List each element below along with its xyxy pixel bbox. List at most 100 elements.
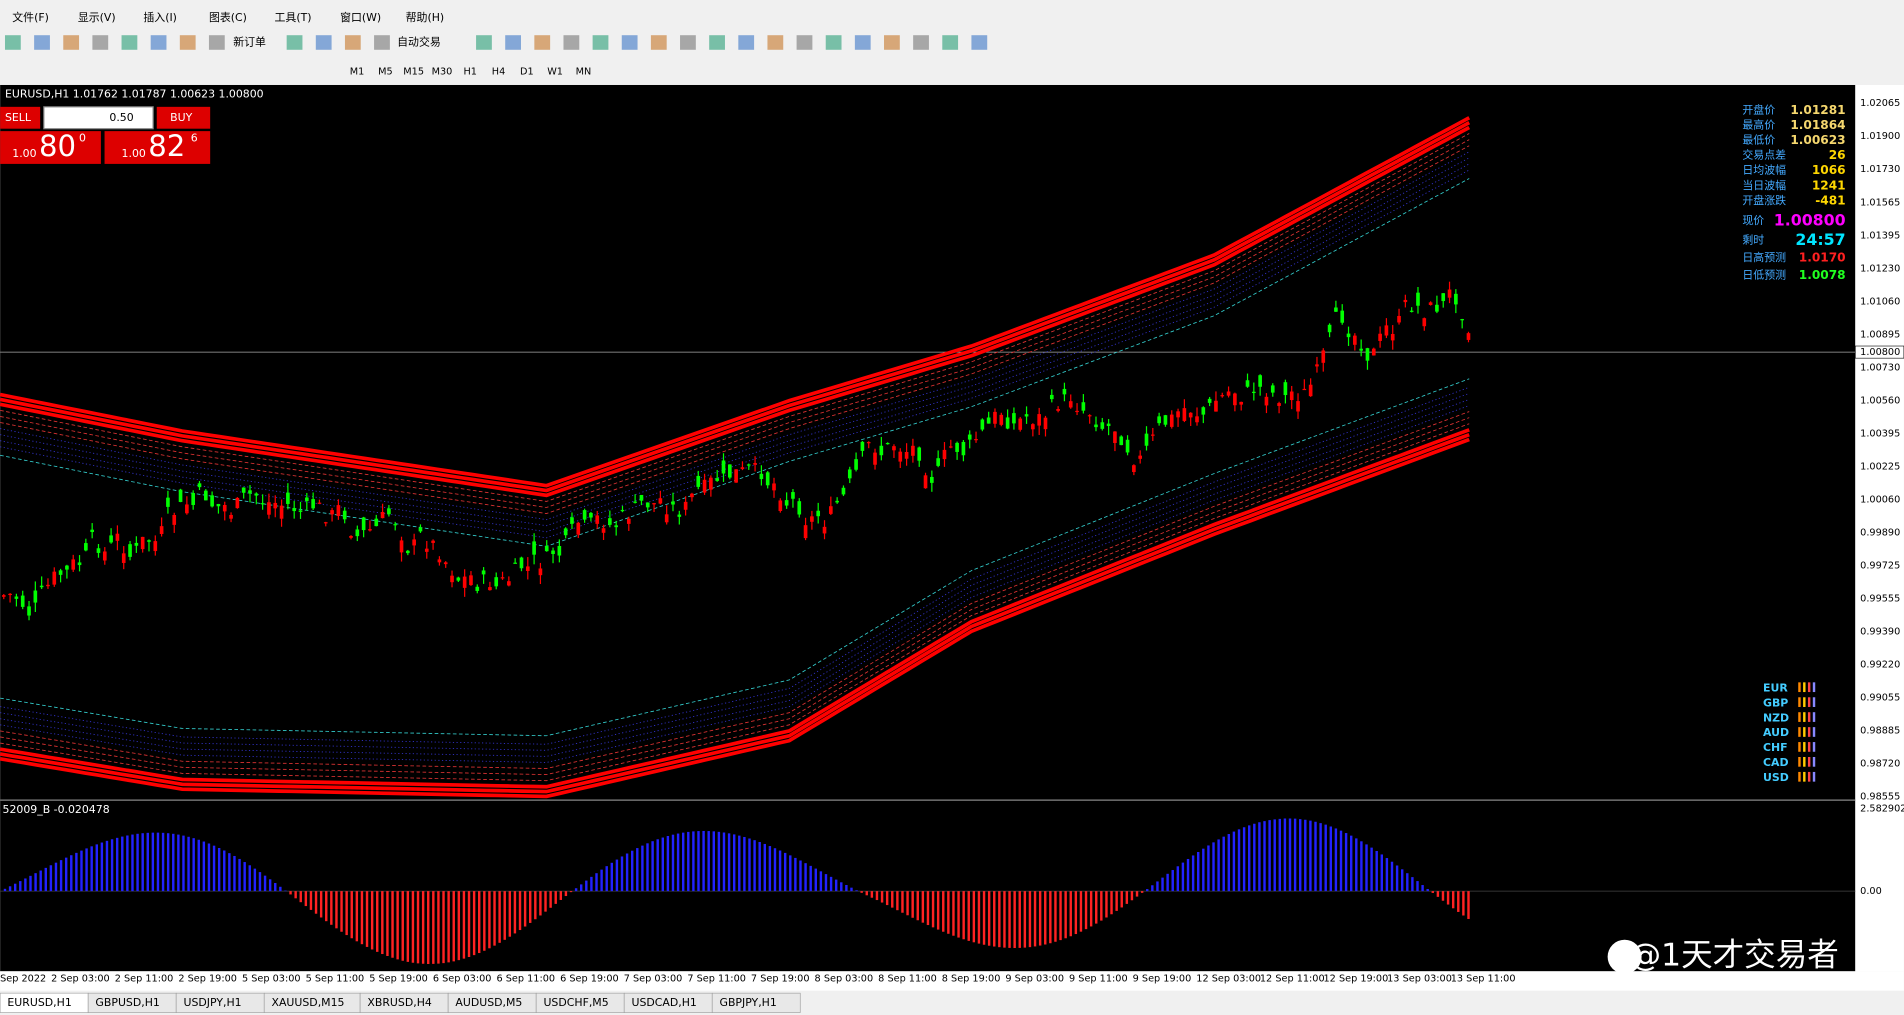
candle-body	[475, 586, 480, 591]
candle-body	[109, 535, 113, 543]
band-line	[0, 428, 1470, 789]
toolbar-icon[interactable]	[534, 35, 551, 50]
candle-body	[822, 526, 827, 534]
toolbar-icon[interactable]	[92, 35, 109, 50]
candle-body	[1062, 388, 1067, 395]
timeframe-button[interactable]: D1	[520, 67, 534, 78]
candle-body	[1144, 433, 1149, 446]
price-label: 0.99055	[1860, 693, 1900, 704]
candle-body	[1277, 403, 1281, 406]
strength-bar	[1807, 727, 1811, 737]
candle-body	[1176, 411, 1180, 418]
candle-body	[1296, 401, 1300, 412]
toolbar-icon[interactable]	[592, 35, 609, 50]
band-line	[0, 411, 1470, 769]
time-label: 8 Sep 19:00	[942, 974, 1001, 985]
toolbar-icon[interactable]	[563, 35, 580, 50]
strength-bar	[1807, 757, 1811, 767]
buy-button[interactable]	[156, 106, 211, 129]
candle-body	[923, 475, 928, 489]
indicator-label: 52009_B -0.020478	[3, 803, 110, 816]
price-label: 0.98555	[1860, 792, 1900, 803]
info-label: 开盘涨跌	[1742, 193, 1786, 207]
toolbar-icon[interactable]	[621, 35, 638, 50]
toolbar-icon[interactable]	[208, 35, 225, 50]
time-label: 6 Sep 19:00	[560, 974, 619, 985]
tab-label: AUDUSD,M5	[455, 996, 522, 1009]
candle-body	[1460, 319, 1464, 321]
time-label: 7 Sep 11:00	[687, 974, 746, 985]
lots-box[interactable]	[43, 106, 154, 130]
band-line	[0, 121, 1471, 493]
menu-item[interactable]: 显示(V)	[78, 11, 116, 24]
menu-item[interactable]: 图表(C)	[209, 10, 247, 24]
toolbar-icon[interactable]	[650, 35, 667, 50]
toolbar-icon[interactable]	[767, 35, 784, 50]
sell-button[interactable]	[0, 106, 41, 129]
candle-body	[1334, 307, 1338, 312]
timeframe-button[interactable]: W1	[547, 67, 563, 78]
menu-item[interactable]: 窗口(W)	[340, 10, 381, 24]
toolbar-icon[interactable]	[505, 35, 521, 50]
toolbar-icon[interactable]	[63, 35, 80, 50]
candle-body	[210, 495, 214, 507]
toolbar-icon[interactable]	[374, 35, 390, 50]
candle-body	[241, 487, 246, 493]
toolbar-icon[interactable]	[179, 35, 196, 50]
toolbar-icon[interactable]	[34, 35, 50, 50]
menu-item[interactable]: 帮助(H)	[406, 10, 445, 24]
candle-body	[424, 548, 429, 552]
toolbar-icon[interactable]	[344, 35, 361, 50]
candle-body	[298, 510, 303, 512]
candle-body	[1454, 293, 1458, 305]
toolbar-icon[interactable]	[738, 35, 755, 50]
strength-bar	[1812, 682, 1816, 693]
candle-body	[469, 575, 473, 586]
timeframe-button[interactable]: M15	[403, 67, 424, 78]
time-label: 13 Sep 03:00	[1387, 974, 1452, 985]
toolbar-icon[interactable]	[913, 35, 929, 50]
price-label: 0.99725	[1860, 561, 1900, 572]
toolbar-icon[interactable]	[854, 35, 871, 50]
toolbar-icon[interactable]	[825, 35, 842, 50]
toolbar-icon[interactable]	[942, 35, 959, 50]
toolbar-icon[interactable]	[884, 35, 900, 50]
toolbar-icon[interactable]	[680, 35, 696, 50]
toolbar-icon[interactable]	[286, 35, 303, 50]
candle-body	[1207, 398, 1212, 403]
candle-body	[671, 501, 675, 505]
menu-item[interactable]: 工具(T)	[275, 11, 312, 24]
toolbar-icon[interactable]	[971, 35, 988, 50]
tab[interactable]	[711, 992, 801, 1013]
auto-trade[interactable]: 自动交易	[397, 34, 441, 48]
candle-body	[406, 550, 410, 554]
strength-bar	[1803, 682, 1806, 693]
timeframe-button[interactable]: H1	[463, 67, 476, 78]
candle-body	[166, 497, 170, 507]
toolbar-icon[interactable]	[150, 35, 167, 50]
timeframe-button[interactable]: M5	[378, 67, 393, 78]
toolbar-icon[interactable]	[709, 35, 725, 50]
new-order[interactable]: 新订单	[233, 34, 266, 48]
time-label: 13 Sep 11:00	[1451, 974, 1516, 985]
lots: 0.50	[109, 111, 133, 124]
candle-body	[1043, 417, 1048, 430]
candle-body	[1138, 455, 1143, 459]
toolbar-icon[interactable]	[476, 35, 492, 50]
candle-body	[765, 472, 770, 486]
info-value: 1.01281	[1790, 103, 1845, 117]
toolbar-icon[interactable]	[121, 35, 138, 50]
candle-body	[690, 493, 694, 498]
toolbar-icon[interactable]	[315, 35, 332, 50]
candle-body	[614, 525, 618, 528]
timeframe-button[interactable]: M30	[432, 67, 453, 78]
candle-body	[456, 577, 461, 581]
menu-item[interactable]: 插入(I)	[143, 10, 177, 24]
timeframe-button[interactable]: MN	[576, 67, 592, 78]
toolbar-icon[interactable]	[4, 35, 21, 50]
timeframe-button[interactable]: H4	[492, 67, 505, 78]
band-line	[0, 116, 1471, 488]
toolbar-icon[interactable]	[796, 35, 813, 50]
menu-item[interactable]: 文件(F)	[12, 10, 49, 24]
timeframe-button[interactable]: M1	[350, 67, 365, 78]
